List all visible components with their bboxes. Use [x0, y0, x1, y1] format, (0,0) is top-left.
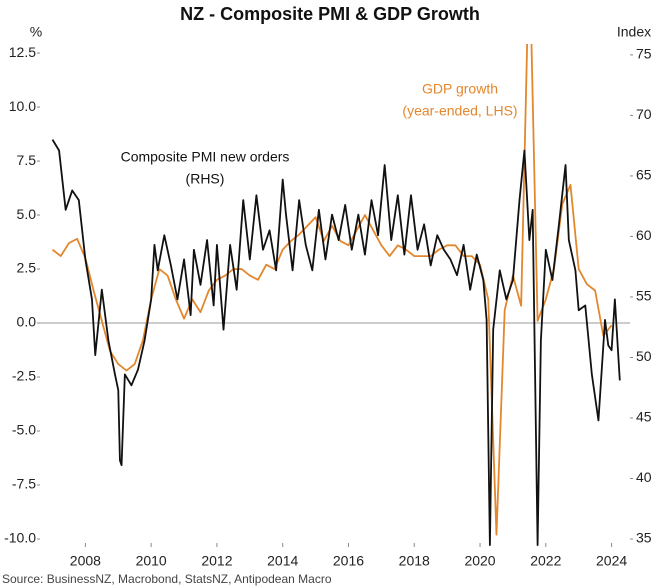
- chart-title: NZ - Composite PMI & GDP Growth: [180, 4, 480, 24]
- x-tick-label: 2014: [267, 553, 298, 569]
- x-tick-label: 2018: [399, 553, 430, 569]
- x-tick-label: 2022: [530, 553, 561, 569]
- y-tick-label: 10.0: [9, 98, 36, 114]
- y2-tick-label: 75: [636, 46, 652, 62]
- source-note: Source: BusinessNZ, Macrobond, StatsNZ, …: [2, 572, 332, 586]
- y2-tick-label: 60: [636, 227, 652, 243]
- x-tick-label: 2020: [464, 553, 495, 569]
- x-tick-label: 2016: [333, 553, 364, 569]
- y-tick-label: 7.5: [17, 152, 37, 168]
- annotation: GDP growth: [422, 81, 498, 97]
- series-line: [51, 139, 621, 546]
- y-tick-label: 0.0: [17, 314, 37, 330]
- x-tick-label: 2010: [136, 553, 167, 569]
- annotation: Composite PMI new orders: [121, 149, 290, 165]
- y-tick-label: -10.0: [4, 530, 36, 546]
- y2-tick-label: 70: [636, 106, 652, 122]
- y2-tick-label: 50: [636, 348, 652, 364]
- y-tick-label: 2.5: [17, 260, 37, 276]
- y-tick-label: 5.0: [17, 206, 37, 222]
- plot-area: [51, 44, 621, 546]
- annotation: (year-ended, LHS): [402, 103, 517, 119]
- y-tick-label: 12.5: [9, 44, 36, 60]
- y2-tick-label: 35: [636, 530, 652, 546]
- x-tick-label: 2012: [201, 553, 232, 569]
- y2-axis-label: Index: [617, 24, 651, 40]
- annotation: (RHS): [186, 171, 225, 187]
- y-tick-label: -2.5: [12, 368, 36, 384]
- y2-tick-label: 65: [636, 167, 652, 183]
- series-line: [51, 44, 613, 536]
- y-axis-label: %: [30, 24, 42, 40]
- y2-tick-label: 55: [636, 288, 652, 304]
- y2-tick-label: 40: [636, 469, 652, 485]
- y-tick-label: -5.0: [12, 422, 36, 438]
- y-tick-label: -7.5: [12, 476, 36, 492]
- x-tick-label: 2008: [70, 553, 101, 569]
- x-tick-label: 2024: [596, 553, 627, 569]
- y2-tick-label: 45: [636, 409, 652, 425]
